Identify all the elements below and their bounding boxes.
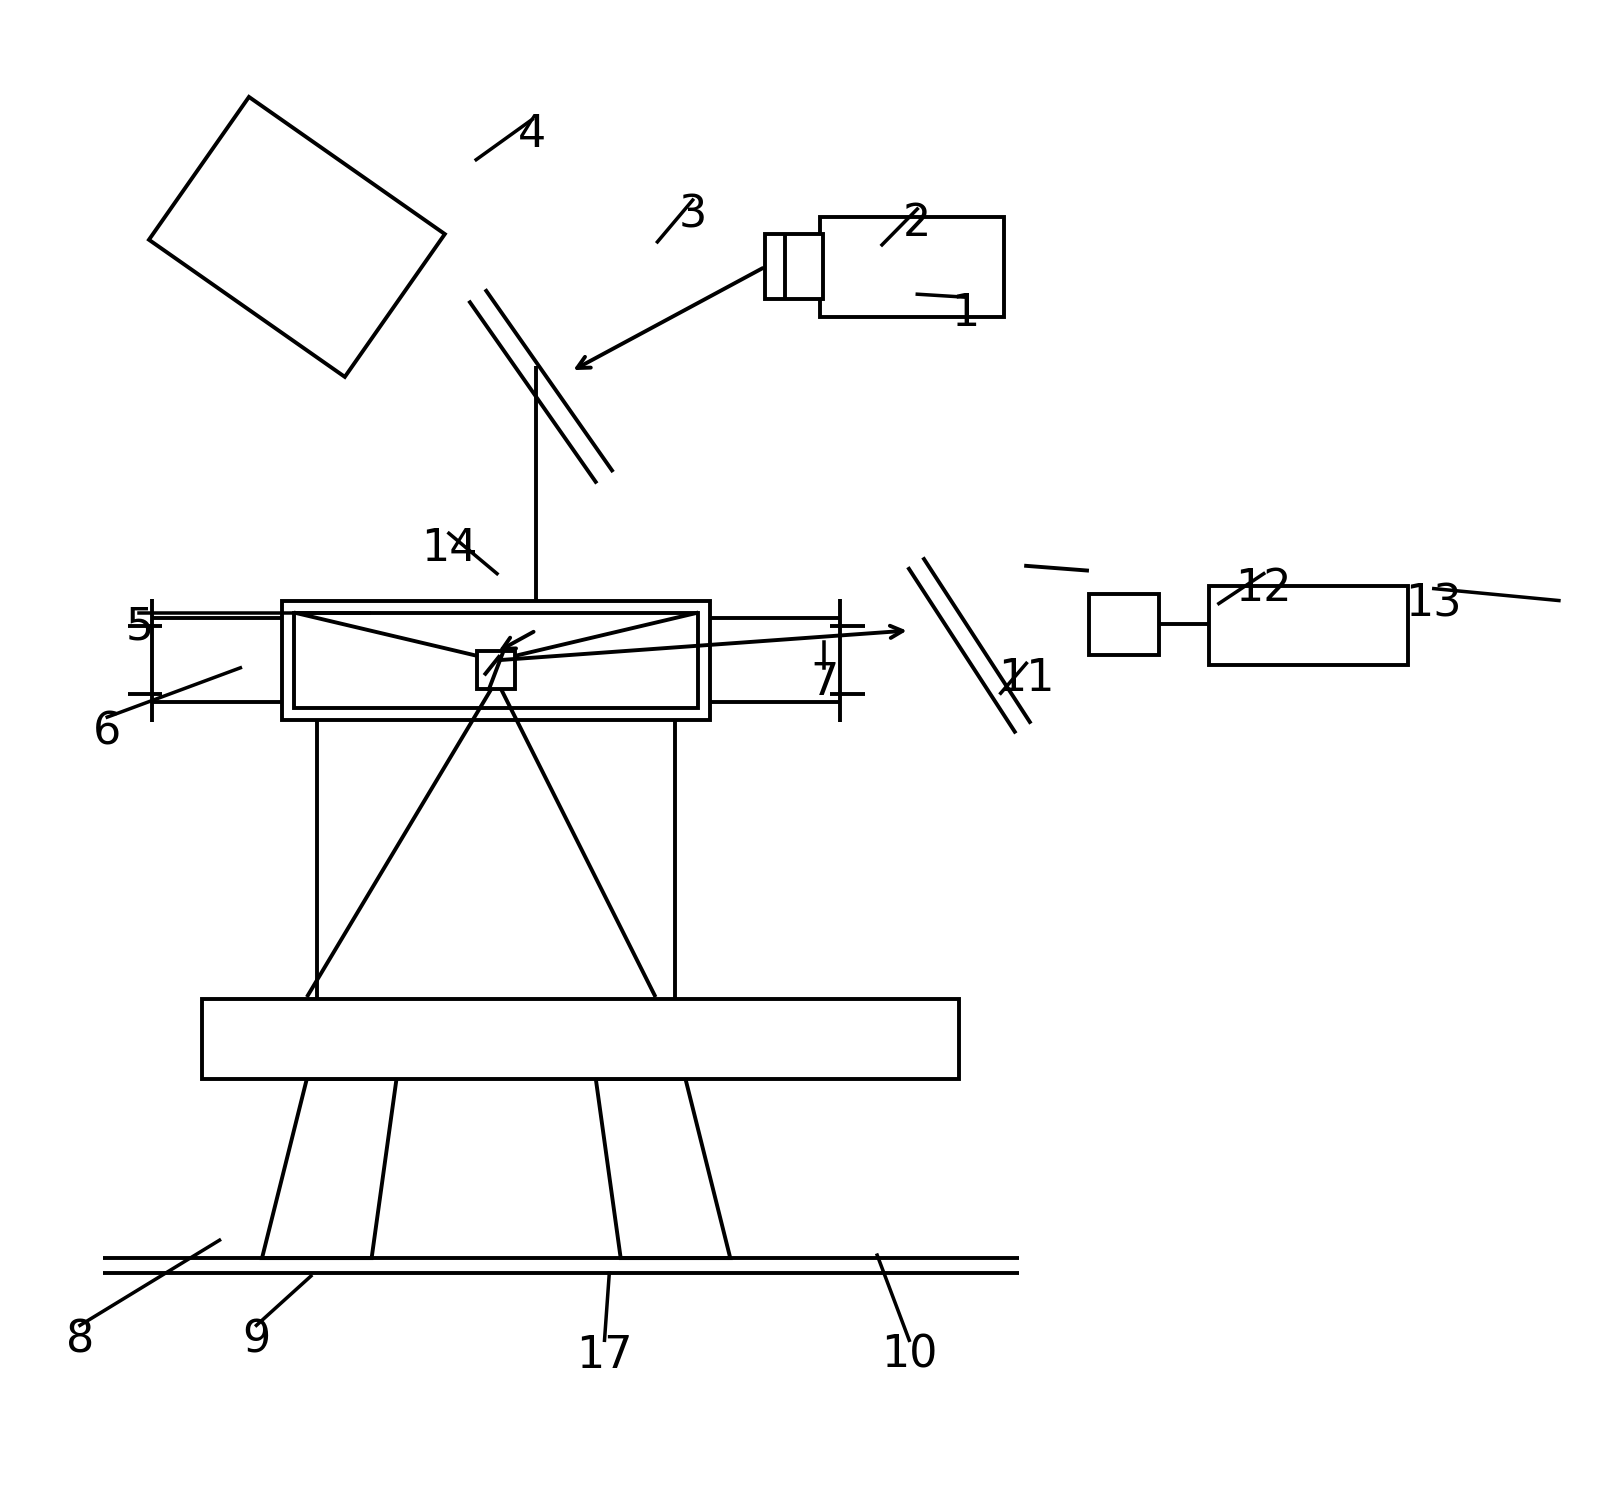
Text: 2: 2 — [903, 202, 932, 246]
Text: 13: 13 — [1406, 582, 1462, 626]
Bar — [295, 612, 699, 708]
Text: 10: 10 — [881, 1334, 937, 1377]
Bar — [477, 651, 515, 688]
Bar — [819, 217, 1005, 316]
Text: 17: 17 — [576, 1334, 633, 1377]
Bar — [1209, 585, 1407, 666]
Text: 12: 12 — [1235, 567, 1293, 610]
Polygon shape — [150, 98, 444, 376]
Text: 11: 11 — [998, 657, 1055, 700]
Text: 9: 9 — [242, 1318, 270, 1362]
Text: 14: 14 — [420, 526, 477, 570]
Bar — [203, 999, 960, 1078]
Text: 6: 6 — [93, 711, 121, 753]
Text: 1: 1 — [952, 292, 979, 334]
Bar — [1088, 594, 1159, 656]
Polygon shape — [596, 1078, 731, 1258]
Bar — [282, 600, 710, 720]
Text: 3: 3 — [678, 194, 707, 237]
Polygon shape — [262, 1078, 396, 1258]
Text: 4: 4 — [518, 112, 546, 156]
Bar — [765, 234, 823, 298]
Text: 8: 8 — [66, 1318, 93, 1362]
Text: 7: 7 — [810, 662, 839, 704]
Text: 5: 5 — [126, 606, 153, 650]
